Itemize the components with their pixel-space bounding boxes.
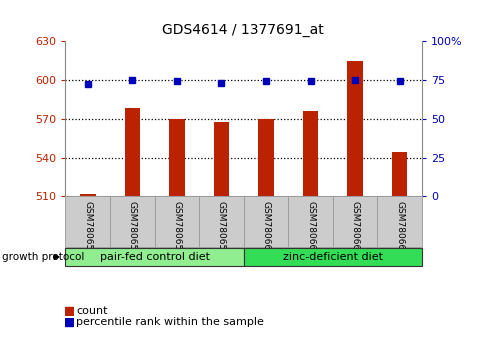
Bar	[347, 62, 362, 196]
Text: GSM780658: GSM780658	[172, 201, 181, 256]
Bar	[110, 196, 154, 247]
Bar	[243, 196, 287, 247]
Text: GSM780660: GSM780660	[261, 201, 270, 256]
Bar	[124, 108, 140, 196]
Text: growth protocol: growth protocol	[2, 252, 85, 262]
Bar	[302, 111, 318, 196]
Text: zinc-deficient diet: zinc-deficient diet	[282, 252, 382, 262]
Text: GSM780657: GSM780657	[128, 201, 136, 256]
Text: GSM780659: GSM780659	[216, 201, 226, 256]
Text: GSM780662: GSM780662	[350, 201, 359, 256]
Text: count: count	[76, 306, 107, 316]
Text: GSM780656: GSM780656	[83, 201, 92, 256]
Bar	[154, 196, 199, 247]
Bar	[65, 249, 243, 266]
Bar	[199, 196, 243, 247]
Text: pair-fed control diet: pair-fed control diet	[99, 252, 209, 262]
Bar	[391, 152, 407, 196]
Bar	[65, 196, 110, 247]
Bar	[257, 119, 273, 196]
Bar	[213, 122, 229, 196]
Bar	[169, 119, 184, 196]
Text: GSM780661: GSM780661	[305, 201, 315, 256]
Text: GSM780663: GSM780663	[394, 201, 403, 256]
Text: percentile rank within the sample: percentile rank within the sample	[76, 318, 263, 327]
Text: GDS4614 / 1377691_at: GDS4614 / 1377691_at	[161, 23, 323, 37]
Bar	[377, 196, 421, 247]
Bar	[243, 249, 421, 266]
Bar	[332, 196, 377, 247]
Bar	[80, 194, 95, 196]
Bar	[287, 196, 332, 247]
